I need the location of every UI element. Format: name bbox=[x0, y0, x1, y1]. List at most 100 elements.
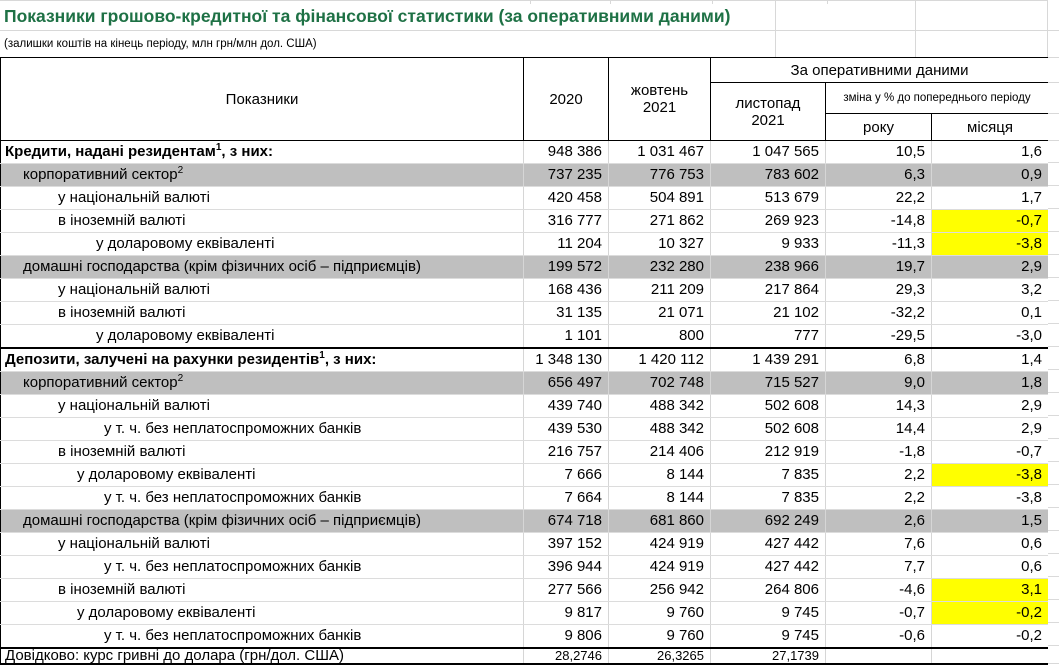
cell-oct-2021[interactable]: 214 406 bbox=[608, 440, 711, 464]
cell-year-change[interactable]: 7,6 bbox=[825, 532, 932, 556]
cell-month-change[interactable]: 0,6 bbox=[931, 555, 1049, 579]
cell-2020[interactable]: 7 664 bbox=[523, 486, 609, 510]
cell-month-change[interactable]: 1,8 bbox=[931, 371, 1049, 395]
cell-year-change[interactable]: 6,3 bbox=[825, 163, 932, 187]
cell-nov-2021[interactable]: 9 745 bbox=[710, 624, 826, 649]
row-label[interactable]: Кредити, надані резидентам1, з них: bbox=[0, 140, 524, 164]
cell-nov-2021[interactable]: 7 835 bbox=[710, 486, 826, 510]
cell-2020[interactable]: 396 944 bbox=[523, 555, 609, 579]
cell-year-change[interactable] bbox=[825, 647, 932, 665]
cell-oct-2021[interactable]: 776 753 bbox=[608, 163, 711, 187]
col-header-year-change[interactable]: року bbox=[825, 113, 932, 141]
row-label[interactable]: у т. ч. без неплатоспроможних банків bbox=[0, 486, 524, 510]
cell-month-change[interactable]: -3,0 bbox=[931, 324, 1049, 349]
cell-oct-2021[interactable]: 9 760 bbox=[608, 624, 711, 649]
cell-oct-2021[interactable]: 424 919 bbox=[608, 532, 711, 556]
cell-2020[interactable]: 674 718 bbox=[523, 509, 609, 533]
cell-2020[interactable]: 439 530 bbox=[523, 417, 609, 441]
cell-2020[interactable]: 316 777 bbox=[523, 209, 609, 233]
cell-2020[interactable]: 420 458 bbox=[523, 186, 609, 210]
cell-oct-2021[interactable]: 232 280 bbox=[608, 255, 711, 279]
col-header-operational-data[interactable]: За оперативними даними bbox=[710, 57, 1049, 83]
cell-2020[interactable]: 7 666 bbox=[523, 463, 609, 487]
row-label[interactable]: у доларовому еквіваленті bbox=[0, 463, 524, 487]
cell-oct-2021[interactable]: 424 919 bbox=[608, 555, 711, 579]
cell-nov-2021[interactable]: 9 933 bbox=[710, 232, 826, 256]
cell-month-change[interactable]: 0,6 bbox=[931, 532, 1049, 556]
cell-2020[interactable]: 9 806 bbox=[523, 624, 609, 649]
cell-nov-2021[interactable]: 7 835 bbox=[710, 463, 826, 487]
row-label[interactable]: у т. ч. без неплатоспроможних банків bbox=[0, 417, 524, 441]
row-label[interactable]: у доларовому еквіваленті bbox=[0, 601, 524, 625]
cell-oct-2021[interactable]: 488 342 bbox=[608, 417, 711, 441]
cell-month-change[interactable] bbox=[931, 647, 1049, 665]
cell-2020[interactable]: 439 740 bbox=[523, 394, 609, 418]
cell-nov-2021[interactable]: 427 442 bbox=[710, 555, 826, 579]
cell-month-change[interactable]: -0,7 bbox=[931, 209, 1049, 233]
cell-nov-2021[interactable]: 9 745 bbox=[710, 601, 826, 625]
row-label[interactable]: у доларовому еквіваленті bbox=[0, 232, 524, 256]
row-label[interactable]: у т. ч. без неплатоспроможних банків bbox=[0, 555, 524, 579]
row-label[interactable]: Довідково: курс гривні до долара (грн/до… bbox=[0, 647, 524, 665]
row-label[interactable]: у національній валюті bbox=[0, 278, 524, 302]
cell-nov-2021[interactable]: 1 439 291 bbox=[710, 347, 826, 372]
cell-oct-2021[interactable]: 800 bbox=[608, 324, 711, 349]
row-label[interactable]: у національній валюті bbox=[0, 186, 524, 210]
cell-year-change[interactable]: -4,6 bbox=[825, 578, 932, 602]
cell-month-change[interactable]: -0,2 bbox=[931, 601, 1049, 625]
cell-oct-2021[interactable]: 10 327 bbox=[608, 232, 711, 256]
cell-oct-2021[interactable]: 1 420 112 bbox=[608, 347, 711, 372]
cell-nov-2021[interactable]: 502 608 bbox=[710, 417, 826, 441]
row-label[interactable]: у національній валюті bbox=[0, 532, 524, 556]
col-header-month-change[interactable]: місяця bbox=[931, 113, 1049, 141]
cell-nov-2021[interactable]: 427 442 bbox=[710, 532, 826, 556]
cell-month-change[interactable]: -0,7 bbox=[931, 440, 1049, 464]
row-label[interactable]: домашні господарства (крім фізичних осіб… bbox=[0, 255, 524, 279]
cell-month-change[interactable]: 2,9 bbox=[931, 417, 1049, 441]
cell-nov-2021[interactable]: 238 966 bbox=[710, 255, 826, 279]
cell-2020[interactable]: 11 204 bbox=[523, 232, 609, 256]
cell-year-change[interactable]: -0,7 bbox=[825, 601, 932, 625]
col-header-nov-2021[interactable]: листопад 2021 bbox=[710, 82, 826, 141]
cell-2020[interactable]: 948 386 bbox=[523, 140, 609, 164]
cell-month-change[interactable]: 0,1 bbox=[931, 301, 1049, 325]
cell-year-change[interactable]: 2,2 bbox=[825, 486, 932, 510]
cell-nov-2021[interactable]: 264 806 bbox=[710, 578, 826, 602]
cell-oct-2021[interactable]: 211 209 bbox=[608, 278, 711, 302]
cell-month-change[interactable]: -0,2 bbox=[931, 624, 1049, 649]
cell-2020[interactable]: 737 235 bbox=[523, 163, 609, 187]
col-header-oct-2021[interactable]: жовтень 2021 bbox=[608, 57, 711, 141]
cell-oct-2021[interactable]: 9 760 bbox=[608, 601, 711, 625]
cell-month-change[interactable]: 2,9 bbox=[931, 255, 1049, 279]
cell-month-change[interactable]: -3,8 bbox=[931, 232, 1049, 256]
cell-year-change[interactable]: 14,3 bbox=[825, 394, 932, 418]
cell-2020[interactable]: 397 152 bbox=[523, 532, 609, 556]
row-label[interactable]: в іноземній валюті bbox=[0, 440, 524, 464]
cell-month-change[interactable]: 3,1 bbox=[931, 578, 1049, 602]
row-label[interactable]: в іноземній валюті bbox=[0, 578, 524, 602]
cell-oct-2021[interactable]: 504 891 bbox=[608, 186, 711, 210]
cell-year-change[interactable]: -11,3 bbox=[825, 232, 932, 256]
cell-year-change[interactable]: -32,2 bbox=[825, 301, 932, 325]
cell-nov-2021[interactable]: 715 527 bbox=[710, 371, 826, 395]
cell-month-change[interactable]: 1,4 bbox=[931, 347, 1049, 372]
row-label[interactable]: в іноземній валюті bbox=[0, 301, 524, 325]
cell-oct-2021[interactable]: 256 942 bbox=[608, 578, 711, 602]
cell-year-change[interactable]: 22,2 bbox=[825, 186, 932, 210]
row-label[interactable]: у національній валюті bbox=[0, 394, 524, 418]
cell-nov-2021[interactable]: 1 047 565 bbox=[710, 140, 826, 164]
cell-nov-2021[interactable]: 27,1739 bbox=[710, 647, 826, 665]
cell-year-change[interactable]: 19,7 bbox=[825, 255, 932, 279]
cell-2020[interactable]: 656 497 bbox=[523, 371, 609, 395]
cell-nov-2021[interactable]: 217 864 bbox=[710, 278, 826, 302]
cell-nov-2021[interactable]: 783 602 bbox=[710, 163, 826, 187]
cell-oct-2021[interactable]: 8 144 bbox=[608, 486, 711, 510]
cell-oct-2021[interactable]: 1 031 467 bbox=[608, 140, 711, 164]
cell-year-change[interactable]: 2,2 bbox=[825, 463, 932, 487]
cell-2020[interactable]: 216 757 bbox=[523, 440, 609, 464]
cell-nov-2021[interactable]: 777 bbox=[710, 324, 826, 349]
cell-nov-2021[interactable]: 502 608 bbox=[710, 394, 826, 418]
cell-nov-2021[interactable]: 21 102 bbox=[710, 301, 826, 325]
cell-oct-2021[interactable]: 26,3265 bbox=[608, 647, 711, 665]
cell-month-change[interactable]: 3,2 bbox=[931, 278, 1049, 302]
